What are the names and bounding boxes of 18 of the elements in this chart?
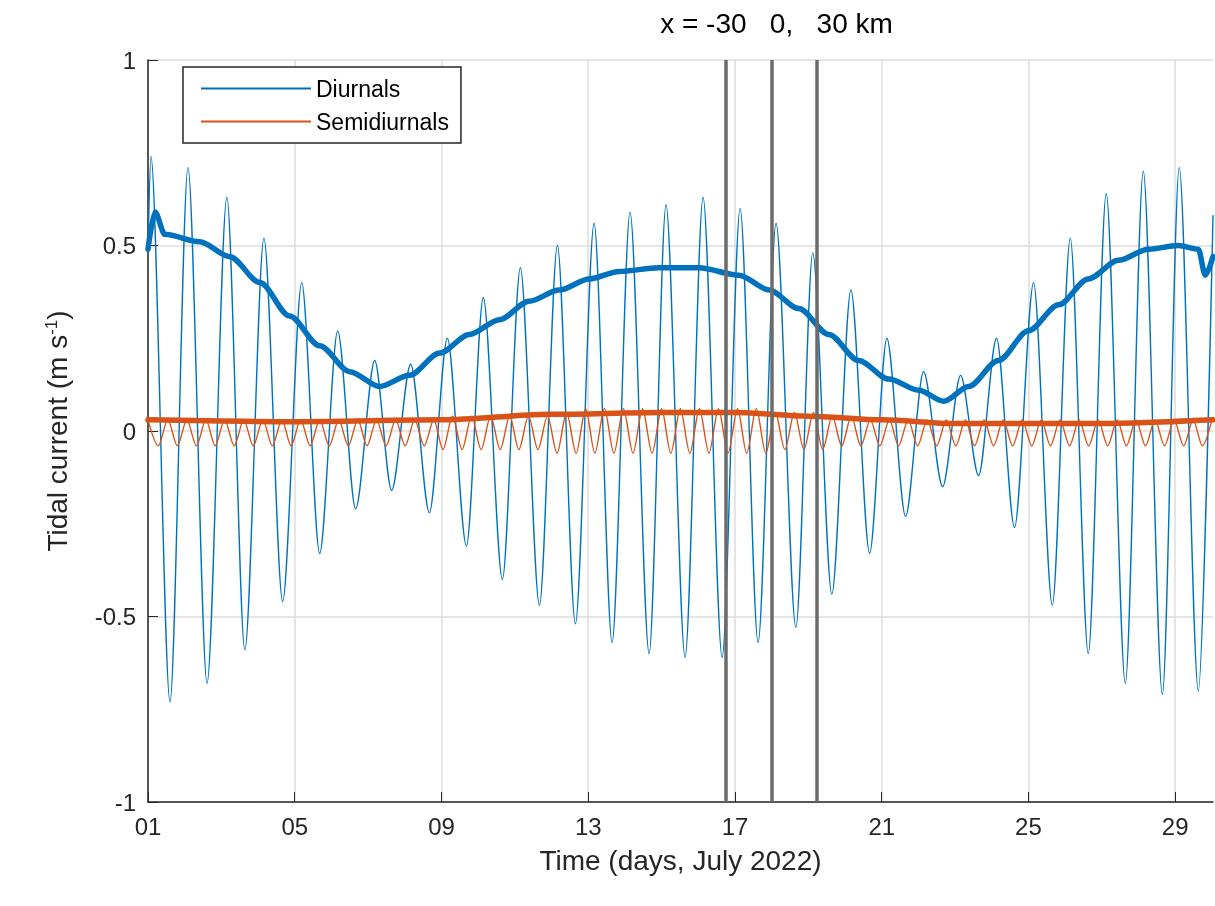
x-tick-label: 25 [1015, 812, 1042, 840]
y-tick-label: -0.5 [94, 603, 136, 630]
y-tick-label: 0.5 [102, 232, 136, 259]
x-tick-label: 09 [428, 812, 455, 840]
y-axis-title: Tidal current (m s-1) [42, 310, 73, 552]
y-tick-label: -1 [114, 788, 136, 816]
x-tick-label: 21 [868, 812, 896, 840]
legend-label: Diurnals [316, 75, 401, 102]
x-tick-label: 05 [281, 812, 309, 840]
x-tick-label: 17 [721, 812, 749, 840]
y-tick-label: 0 [122, 417, 136, 445]
x-axis-title: Time (days, July 2022) [539, 844, 822, 876]
y-tick-label: 1 [122, 46, 136, 74]
legend-label: Semidiurnals [316, 108, 449, 135]
x-tick-label: 29 [1161, 812, 1189, 840]
x-tick-label: 01 [134, 812, 162, 840]
chart-title: x = -30 0, 30 km [660, 7, 893, 39]
x-tick-label: 13 [574, 812, 602, 840]
